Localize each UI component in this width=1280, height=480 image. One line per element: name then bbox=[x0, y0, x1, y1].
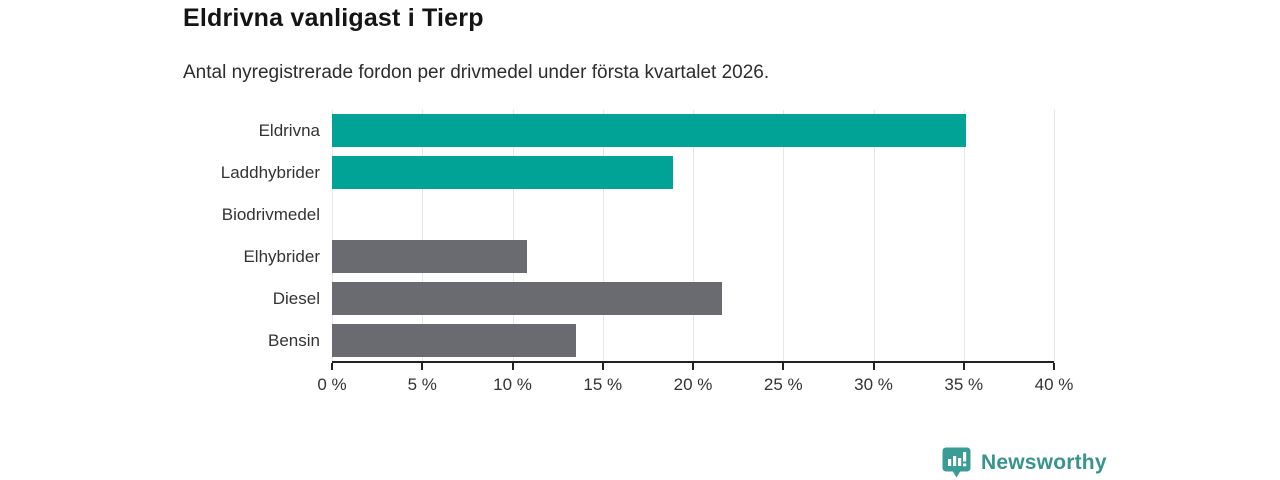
gridline-40 bbox=[1054, 110, 1055, 362]
x-tick-label-20: 20 % bbox=[673, 375, 713, 394]
bar-row-bensin bbox=[332, 320, 1054, 362]
x-axis: 0 % 5 % 10 % 15 % 20 % 25 % 30 % 35 % 40 % bbox=[317, 361, 1073, 403]
category-label-diesel: Diesel bbox=[272, 289, 320, 308]
chart-title: Eldrivna vanligast i Tierp bbox=[183, 4, 484, 32]
newsworthy-logo-icon bbox=[941, 446, 972, 479]
x-tick-mark-20 bbox=[692, 363, 694, 370]
x-tick-mark-30 bbox=[872, 363, 875, 370]
x-tick-label-25: 25 % bbox=[763, 375, 803, 394]
x-tick-mark-40 bbox=[1053, 363, 1055, 370]
gridline-20 bbox=[693, 110, 694, 362]
bar-bensin bbox=[332, 324, 576, 357]
x-tick-label-35: 35 % bbox=[944, 375, 984, 394]
x-tick-label-15: 15 % bbox=[583, 375, 623, 394]
category-labels: Eldrivna Laddhybrider Biodrivmedel Elhybrid… bbox=[0, 110, 320, 362]
bar-eldrivna bbox=[332, 114, 966, 147]
x-tick-label-0: 0 % bbox=[317, 375, 347, 394]
x-tick-label-10: 10 % bbox=[493, 375, 532, 394]
category-label-biodrivmedel: Biodrivmedel bbox=[221, 205, 320, 224]
x-tick-label-40: 40 % bbox=[1034, 375, 1074, 394]
gridline-15 bbox=[602, 110, 604, 362]
x-tick-label-5: 5 % bbox=[407, 375, 437, 394]
plot-area bbox=[332, 110, 1055, 362]
category-label-bensin: Bensin bbox=[268, 331, 320, 350]
bar-laddhybrider bbox=[332, 156, 674, 189]
x-tick-mark-5 bbox=[421, 363, 424, 370]
gridline-5 bbox=[422, 110, 424, 362]
gridline-0 bbox=[332, 110, 333, 362]
category-label-eldrivna: Eldrivna bbox=[258, 121, 320, 140]
x-tick-label-30: 30 % bbox=[854, 375, 893, 394]
x-tick-mark-0 bbox=[331, 363, 333, 370]
x-tick-mark-25 bbox=[782, 363, 785, 370]
bar-row-diesel bbox=[332, 278, 1054, 320]
bar-row-biodrivmedel bbox=[332, 194, 1054, 236]
bar-diesel bbox=[332, 282, 722, 315]
bar-row-laddhybrider bbox=[332, 152, 1054, 194]
x-tick-mark-10 bbox=[511, 363, 514, 370]
bar-elhybrider bbox=[332, 240, 527, 273]
gridline-25 bbox=[783, 110, 785, 362]
chart-subtitle: Antal nyregistrerade fordon per drivmede… bbox=[183, 62, 770, 83]
category-label-laddhybrider: Laddhybrider bbox=[220, 163, 320, 182]
x-tick-mark-35 bbox=[962, 363, 965, 370]
category-label-elhybrider: Elhybrider bbox=[243, 247, 320, 266]
brand-footer: Newsworthy bbox=[941, 446, 1107, 479]
gridline-35 bbox=[963, 110, 965, 362]
bar-row-elhybrider bbox=[332, 236, 1054, 278]
gridline-30 bbox=[873, 110, 875, 362]
x-tick-mark-15 bbox=[601, 363, 604, 370]
gridline-10 bbox=[512, 110, 514, 362]
bar-row-eldrivna bbox=[332, 110, 1054, 152]
brand-name: Newsworthy bbox=[981, 450, 1107, 474]
